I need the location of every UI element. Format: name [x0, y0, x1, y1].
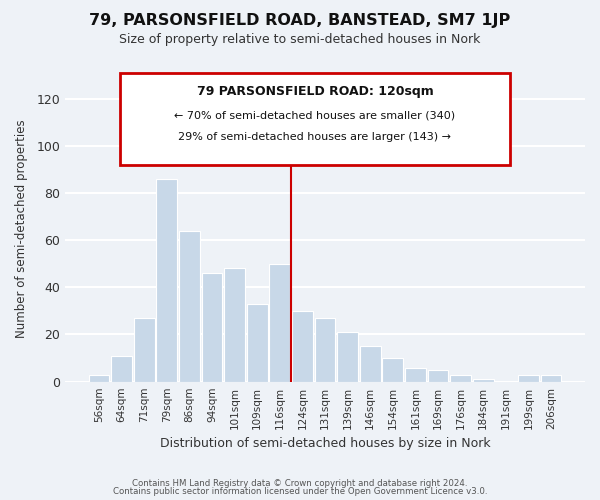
Text: Contains HM Land Registry data © Crown copyright and database right 2024.: Contains HM Land Registry data © Crown c…: [132, 478, 468, 488]
Bar: [337, 332, 358, 382]
Y-axis label: Number of semi-detached properties: Number of semi-detached properties: [15, 119, 28, 338]
Bar: [360, 346, 380, 382]
Text: ← 70% of semi-detached houses are smaller (340): ← 70% of semi-detached houses are smalle…: [175, 110, 455, 120]
Text: 79, PARSONSFIELD ROAD, BANSTEAD, SM7 1JP: 79, PARSONSFIELD ROAD, BANSTEAD, SM7 1JP: [89, 12, 511, 28]
Bar: [247, 304, 268, 382]
X-axis label: Distribution of semi-detached houses by size in Nork: Distribution of semi-detached houses by …: [160, 437, 490, 450]
Text: Contains public sector information licensed under the Open Government Licence v3: Contains public sector information licen…: [113, 487, 487, 496]
Bar: [179, 230, 200, 382]
Text: Size of property relative to semi-detached houses in Nork: Size of property relative to semi-detach…: [119, 32, 481, 46]
Bar: [314, 318, 335, 382]
Bar: [518, 374, 539, 382]
Bar: [89, 374, 109, 382]
Bar: [157, 179, 177, 382]
Bar: [292, 311, 313, 382]
Bar: [541, 374, 562, 382]
Bar: [202, 273, 223, 382]
Bar: [382, 358, 403, 382]
Bar: [224, 268, 245, 382]
Bar: [134, 318, 155, 382]
Bar: [111, 356, 132, 382]
Bar: [473, 380, 494, 382]
Bar: [428, 370, 448, 382]
Bar: [269, 264, 290, 382]
Text: 29% of semi-detached houses are larger (143) →: 29% of semi-detached houses are larger (…: [179, 132, 452, 141]
Bar: [405, 368, 426, 382]
Bar: [450, 374, 471, 382]
Text: 79 PARSONSFIELD ROAD: 120sqm: 79 PARSONSFIELD ROAD: 120sqm: [197, 85, 433, 98]
